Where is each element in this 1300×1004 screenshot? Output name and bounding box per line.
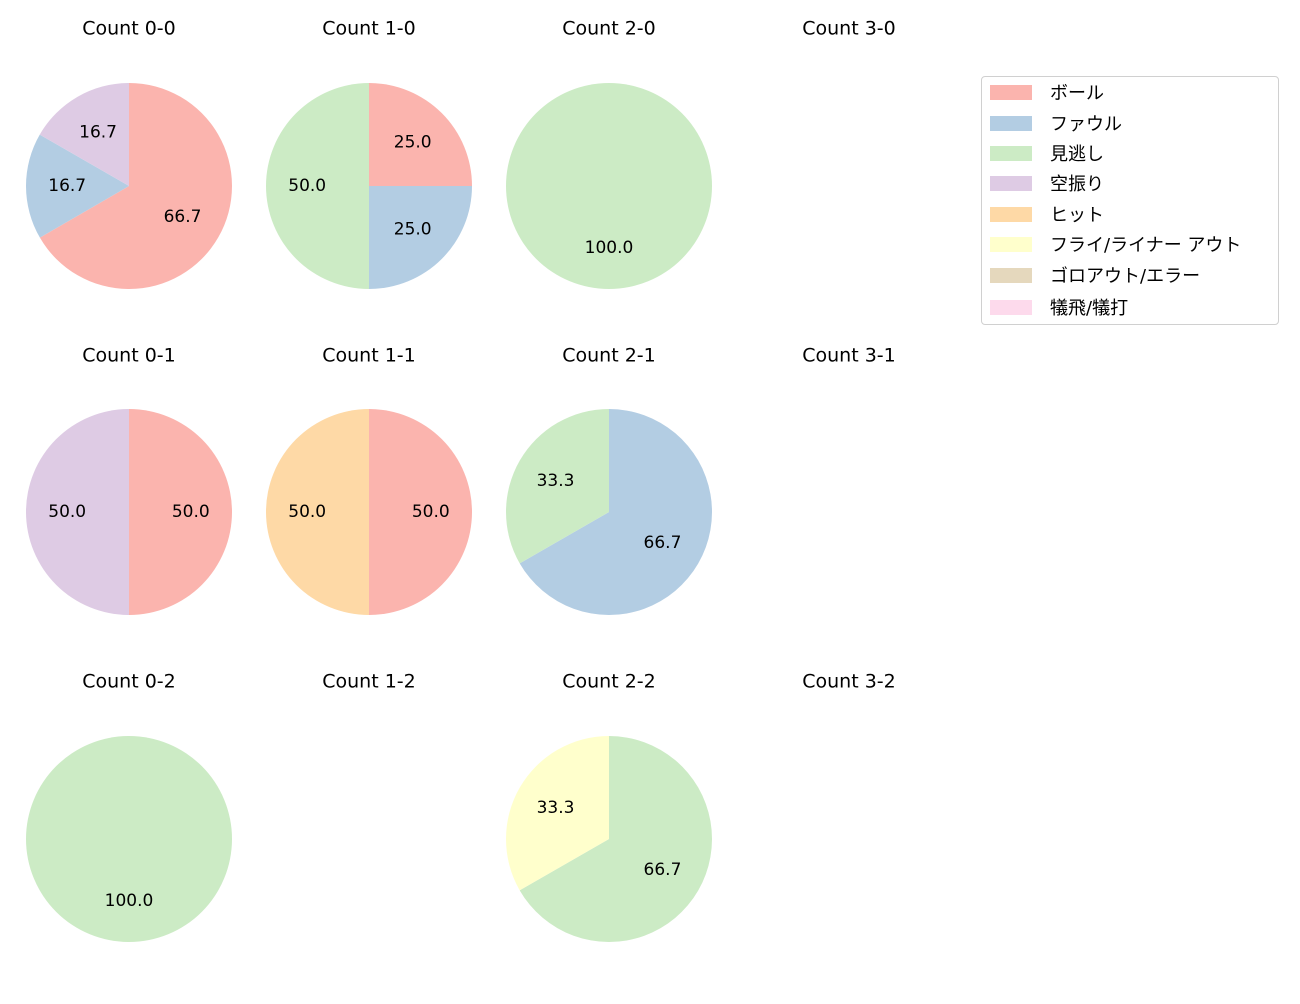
legend-item: 見逃し xyxy=(990,141,1104,165)
pie-wedge xyxy=(369,186,472,289)
pie-wedge xyxy=(26,409,129,615)
panel-title: Count 2-1 xyxy=(562,345,656,367)
pie-wedge xyxy=(266,83,369,289)
pie-wedge xyxy=(369,83,472,186)
pie-panel: Count 2-1 66.7 33.3 xyxy=(506,345,712,615)
panel-title: Count 2-2 xyxy=(562,671,656,693)
pie-wedge xyxy=(129,409,232,615)
wedge-label: 66.7 xyxy=(644,860,682,880)
legend-label: フライ/ライナー アウト xyxy=(1050,235,1242,256)
pie-wedge xyxy=(39,83,129,186)
panel-title: Count 1-2 xyxy=(322,671,416,693)
legend-swatch xyxy=(990,267,1032,283)
wedge-label: 33.3 xyxy=(537,471,575,491)
wedge-label: 66.7 xyxy=(164,207,202,227)
pie-wedge xyxy=(369,409,472,615)
pie-panel: Count 1-1 50.0 50.0 xyxy=(266,345,472,615)
wedge-label: 50.0 xyxy=(48,502,86,522)
legend-label: ボール xyxy=(1050,83,1104,104)
pie-wedge xyxy=(506,83,712,289)
pie-panel: Count 1-0 25.0 25.0 50.0 xyxy=(266,18,472,289)
pie-wedge xyxy=(25,134,129,238)
legend-swatch xyxy=(990,206,1032,222)
legend-item: ヒット xyxy=(990,202,1104,226)
wedge-label: 50.0 xyxy=(288,176,326,196)
legend-label: 犠飛/犠打 xyxy=(1050,298,1129,319)
panel-title: Count 3-0 xyxy=(802,18,896,40)
legend-swatch xyxy=(990,299,1032,315)
pie-panel: Count 0-1 50.0 50.0 xyxy=(26,345,232,615)
legend-item: 犠飛/犠打 xyxy=(990,295,1128,319)
legend: ボール ファウル 見逃し 空振り ヒット フライ/ライナー アウト ゴロアウト/… xyxy=(981,76,1279,325)
legend-swatch xyxy=(990,115,1032,131)
pie-wedge xyxy=(506,409,609,564)
wedge-label: 100.0 xyxy=(105,891,154,911)
legend-item: ゴロアウト/エラー xyxy=(990,263,1200,287)
wedge-label: 50.0 xyxy=(412,502,450,522)
pie-wedge xyxy=(519,409,712,615)
wedge-label: 33.3 xyxy=(537,798,575,818)
legend-label: 空振り xyxy=(1050,174,1104,195)
legend-item: ファウル xyxy=(990,111,1122,135)
pie-wedge xyxy=(26,736,232,942)
panel-title: Count 0-2 xyxy=(82,671,176,693)
pie-wedge xyxy=(506,736,609,891)
legend-label: 見逃し xyxy=(1050,144,1104,165)
wedge-label: 16.7 xyxy=(79,122,117,142)
wedge-label: 25.0 xyxy=(394,132,432,152)
pie-panel: Count 0-0 66.7 16.7 16.7 xyxy=(25,18,232,289)
pie-panel: Count 2-2 66.7 33.3 xyxy=(506,671,712,942)
wedge-label: 66.7 xyxy=(644,533,682,553)
panel-title: Count 1-0 xyxy=(322,18,416,40)
legend-label: ファウル xyxy=(1050,114,1122,135)
wedge-label: 16.7 xyxy=(48,176,86,196)
panel-title: Count 1-1 xyxy=(322,345,416,367)
legend-swatch xyxy=(990,145,1032,161)
pie-panel: Count 1-2 xyxy=(322,671,416,693)
pie-panel: Count 3-0 xyxy=(802,18,896,40)
pie-panel: Count 3-1 xyxy=(802,345,896,367)
pie-panel: Count 0-2 100.0 xyxy=(26,671,232,942)
legend-item: 空振り xyxy=(990,171,1104,195)
pie-wedge xyxy=(519,736,712,942)
legend-item: フライ/ライナー アウト xyxy=(990,232,1241,256)
wedge-label: 50.0 xyxy=(172,502,210,522)
wedge-label: 50.0 xyxy=(288,502,326,522)
legend-label: ゴロアウト/エラー xyxy=(1050,266,1201,287)
panel-title: Count 0-0 xyxy=(82,18,176,40)
legend-swatch xyxy=(990,84,1032,100)
wedge-label: 25.0 xyxy=(394,220,432,240)
pie-wedge xyxy=(39,83,232,289)
panel-title: Count 2-0 xyxy=(562,18,656,40)
pie-panel: Count 2-0 100.0 xyxy=(506,18,712,289)
panel-title: Count 0-1 xyxy=(82,345,176,367)
legend-swatch xyxy=(990,236,1032,252)
panel-title: Count 3-2 xyxy=(802,671,896,693)
pie-wedge xyxy=(266,409,369,615)
pie-panel: Count 3-2 xyxy=(802,671,896,693)
legend-label: ヒット xyxy=(1050,205,1104,226)
legend-item: ボール xyxy=(990,80,1104,104)
legend-swatch xyxy=(990,175,1032,191)
wedge-label: 100.0 xyxy=(585,238,634,258)
panel-title: Count 3-1 xyxy=(802,345,896,367)
